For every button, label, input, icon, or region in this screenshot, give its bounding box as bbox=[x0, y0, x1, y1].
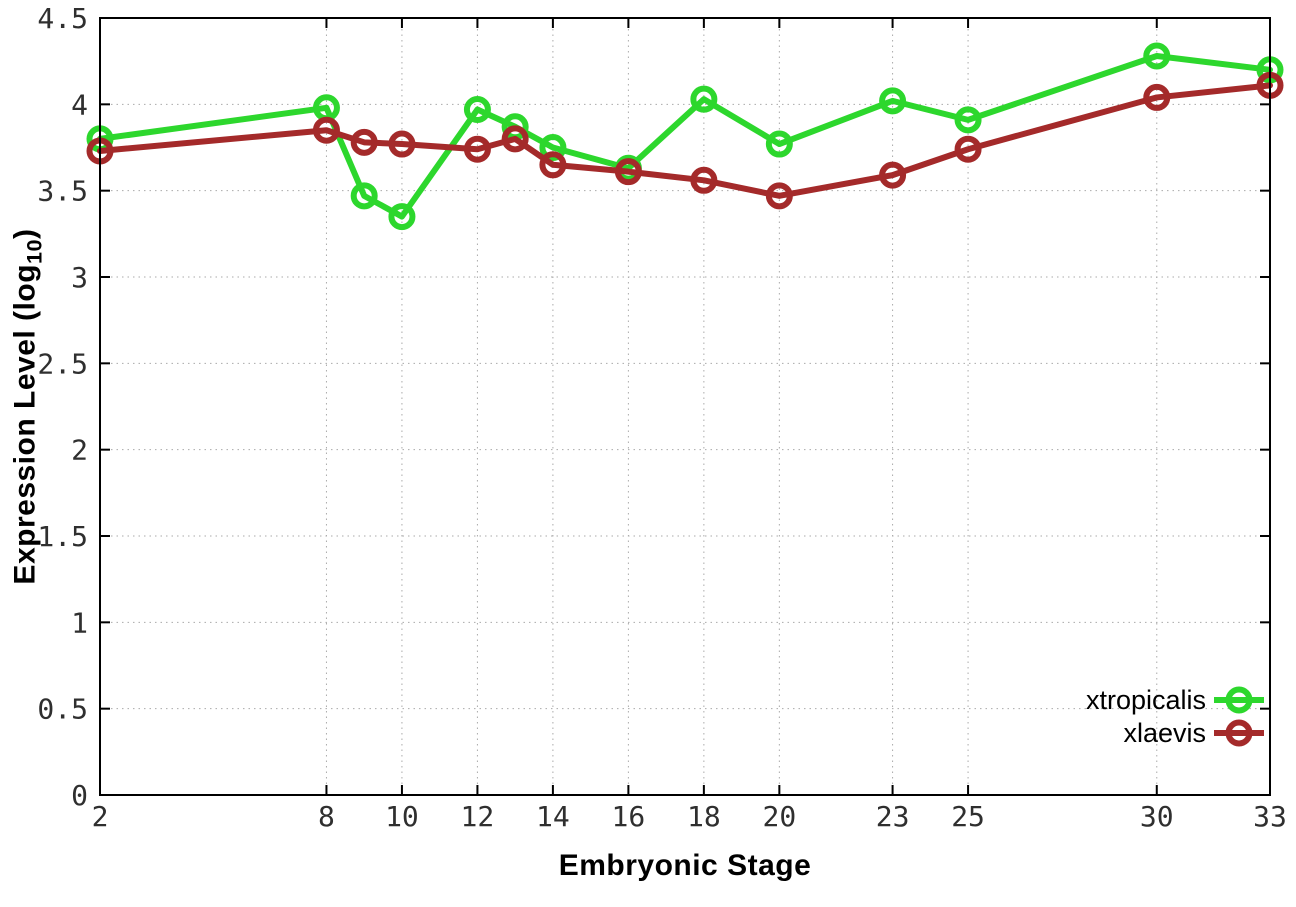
data-point-xlaevis bbox=[765, 182, 793, 210]
x-tick-label: 25 bbox=[951, 800, 985, 833]
x-tick-label: 14 bbox=[536, 800, 570, 833]
y-tick-label: 2 bbox=[71, 434, 88, 467]
legend-marker-xtropicalis bbox=[1225, 686, 1253, 714]
x-tick-label: 20 bbox=[762, 800, 796, 833]
y-tick-label: 0 bbox=[71, 779, 88, 812]
y-tick-label: 2.5 bbox=[37, 347, 88, 380]
data-point-xtropicalis bbox=[463, 96, 491, 124]
data-point-xlaevis bbox=[463, 135, 491, 163]
data-point-xtropicalis bbox=[539, 134, 567, 161]
data-point-xtropicalis bbox=[350, 182, 378, 210]
data-point-xlaevis bbox=[539, 151, 567, 179]
x-axis-title: Embryonic Stage bbox=[558, 849, 812, 882]
legend-marker-xlaevis bbox=[1225, 719, 1253, 747]
y-tick-label: 1 bbox=[71, 606, 88, 639]
data-point-xlaevis bbox=[501, 125, 529, 153]
y-tick-label: 3 bbox=[71, 261, 88, 294]
y-axis-title-close: ) bbox=[8, 227, 42, 239]
y-axis-title: Expression Level (log10) bbox=[0, 0, 56, 812]
data-point-xtropicalis bbox=[954, 106, 982, 134]
legend-label-xlaevis: xlaevis bbox=[1123, 718, 1206, 748]
x-tick-label: 16 bbox=[612, 800, 646, 833]
y-axis-title-subscript: 10 bbox=[21, 238, 47, 264]
x-tick-label: 2 bbox=[92, 800, 109, 833]
data-point-xtropicalis bbox=[690, 85, 718, 113]
data-point-xtropicalis bbox=[879, 87, 907, 115]
data-point-xlaevis bbox=[1143, 83, 1171, 111]
legend-label-xtropicalis: xtropicalis bbox=[1086, 685, 1206, 715]
x-tick-label: 18 bbox=[687, 800, 721, 833]
x-tick-label: 10 bbox=[385, 800, 419, 833]
data-point-xtropicalis bbox=[388, 203, 416, 231]
data-point-xtropicalis bbox=[765, 130, 793, 158]
data-point-xlaevis bbox=[690, 166, 718, 194]
data-point-xtropicalis bbox=[1143, 42, 1171, 70]
x-tick-label: 8 bbox=[318, 800, 335, 833]
y-axis-title-text: Expression Level (log bbox=[8, 263, 42, 585]
data-point-xlaevis bbox=[388, 130, 416, 158]
y-tick-label: 0.5 bbox=[37, 693, 88, 726]
series-line-xlaevis bbox=[97, 82, 1273, 199]
data-point-xlaevis bbox=[312, 116, 340, 144]
x-tick-label: 33 bbox=[1253, 800, 1287, 833]
data-point-xlaevis bbox=[954, 135, 982, 163]
x-tick-label: 30 bbox=[1140, 800, 1174, 833]
y-tick-label: 4.5 bbox=[37, 2, 88, 35]
data-point-xlaevis bbox=[614, 158, 642, 186]
plot-border bbox=[99, 17, 1271, 796]
y-tick-label: 1.5 bbox=[37, 520, 88, 553]
y-tick-label: 4 bbox=[71, 88, 88, 121]
y-tick-label: 3.5 bbox=[37, 175, 88, 208]
x-tick-label: 23 bbox=[876, 800, 910, 833]
data-point-xlaevis bbox=[879, 161, 907, 189]
x-tick-label: 12 bbox=[461, 800, 495, 833]
data-point-xlaevis bbox=[350, 128, 378, 156]
